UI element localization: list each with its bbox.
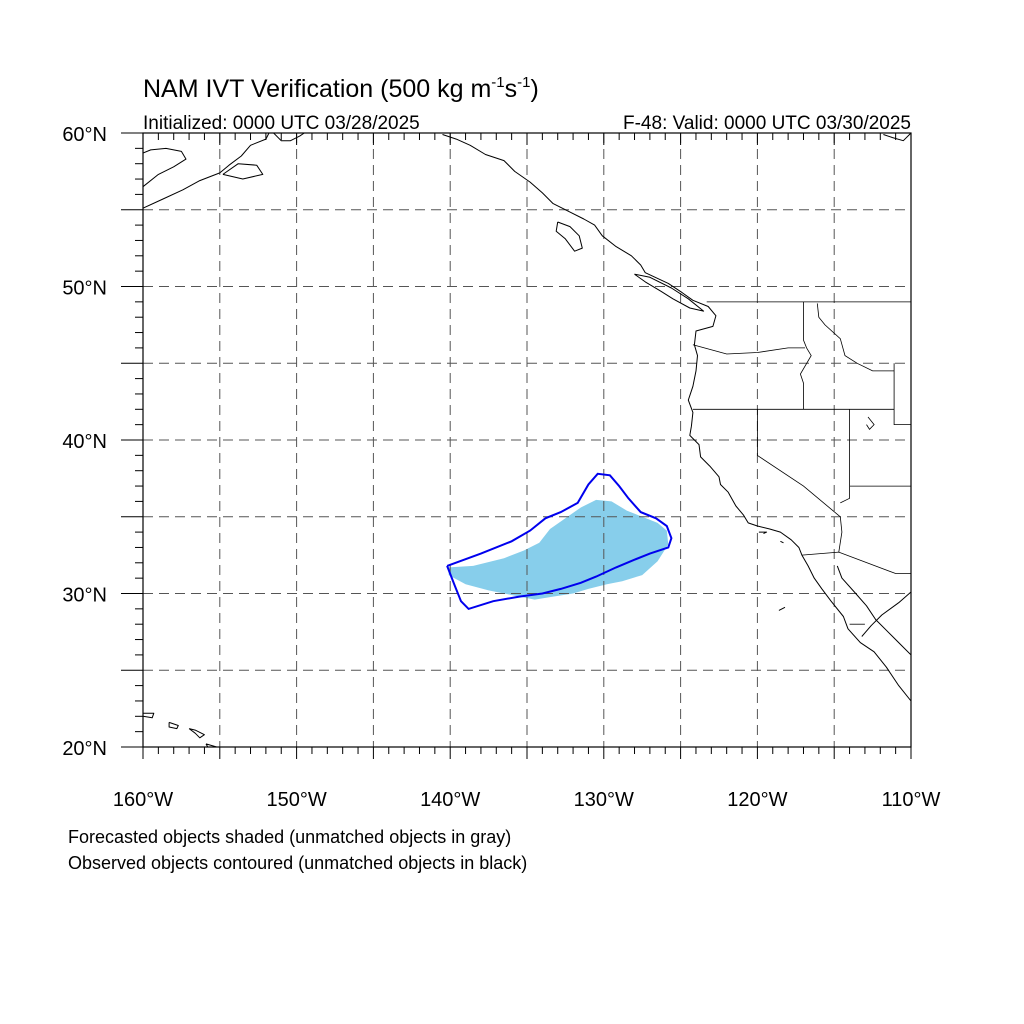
longitude-labels: 160°W 150°W 140°W 130°W 120°W 110°W: [113, 789, 941, 811]
coastline: [442, 134, 911, 702]
political-border: [893, 363, 911, 426]
plot-area: [143, 133, 911, 747]
lat-tick-label: 50°N: [62, 278, 107, 300]
coastline: [205, 743, 218, 747]
political-border: [801, 551, 911, 574]
coastline: [143, 133, 270, 209]
lat-tick-label: 20°N: [62, 738, 107, 760]
lat-tick-label: 30°N: [62, 585, 107, 607]
lat-tick-label: 60°N: [62, 124, 107, 146]
political-border: [757, 409, 843, 553]
political-border: [840, 409, 850, 504]
coastline: [836, 565, 911, 656]
coastline: [143, 712, 155, 719]
lon-tick-label: 140°W: [420, 789, 480, 811]
title: NAM IVT Verification (500 kg m-1s-1): [143, 74, 539, 103]
caption-observed: Observed objects contoured (unmatched ob…: [68, 853, 528, 873]
coastline: [273, 133, 305, 142]
valid-label: F-48: Valid: 0000 UTC 03/30/2025: [623, 113, 911, 134]
coastline: [883, 133, 911, 142]
political-border: [866, 416, 875, 430]
coastline: [780, 540, 784, 544]
title-end: ): [530, 75, 538, 103]
lon-tick-label: 160°W: [113, 789, 173, 811]
svg-text:NAM IVT Verification (500 kg m: NAM IVT Verification (500 kg m-1s-1): [143, 74, 539, 103]
title-main: NAM IVT Verification (500 kg m: [143, 75, 491, 103]
coastline: [634, 273, 705, 312]
coastline: [778, 606, 786, 611]
coastline: [188, 728, 205, 739]
political-border: [816, 303, 895, 372]
coastlines: [143, 133, 911, 747]
coastline: [168, 721, 179, 730]
title-sup2: -1: [517, 74, 530, 91]
lat-tick-label: 40°N: [62, 431, 107, 453]
coastline: [758, 531, 768, 535]
coastline: [861, 591, 911, 637]
caption-forecast: Forecasted objects shaded (unmatched obj…: [68, 827, 512, 847]
lon-tick-label: 130°W: [574, 789, 634, 811]
coastline: [222, 163, 264, 180]
init-label: Initialized: 0000 UTC 03/28/2025: [143, 113, 420, 134]
title-sup1: -1: [491, 74, 504, 91]
lon-tick-label: 110°W: [882, 789, 941, 811]
coastline: [555, 221, 583, 252]
political-border: [692, 344, 805, 355]
lon-tick-label: 150°W: [266, 789, 326, 811]
political-borders: [692, 301, 911, 625]
latitude-labels: 60°N 50°N 40°N 30°N 20°N: [62, 124, 107, 760]
title-mid: s: [505, 75, 518, 103]
coastline: [143, 147, 187, 188]
lon-tick-label: 120°W: [727, 789, 787, 811]
observed-object-contour: [446, 472, 673, 611]
political-border: [799, 301, 812, 410]
axis-ticks: [121, 132, 912, 759]
forecast-object-shaded: [448, 499, 669, 600]
gridlines: [143, 133, 911, 747]
